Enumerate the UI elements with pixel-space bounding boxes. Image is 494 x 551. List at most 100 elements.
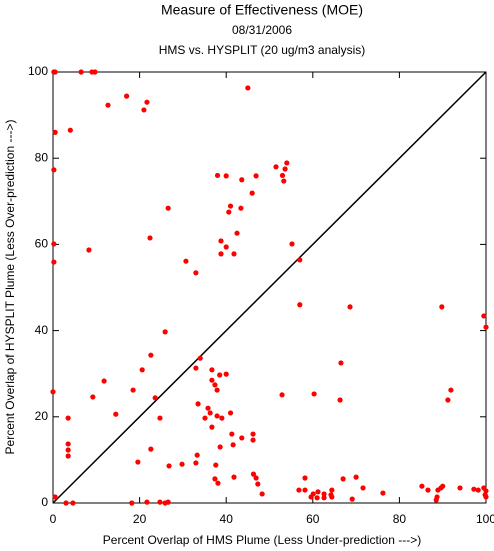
point bbox=[157, 415, 163, 421]
point bbox=[148, 446, 154, 452]
x-axis-label: Percent Overlap of HMS Plume (Less Under… bbox=[103, 533, 421, 547]
point bbox=[253, 475, 259, 481]
point bbox=[65, 447, 71, 453]
y-tick-label: 20 bbox=[35, 409, 49, 423]
point bbox=[315, 489, 321, 495]
point bbox=[129, 500, 135, 506]
point bbox=[101, 378, 107, 384]
point bbox=[483, 494, 489, 500]
point bbox=[214, 172, 221, 179]
point bbox=[214, 413, 220, 419]
point bbox=[425, 487, 431, 493]
point bbox=[165, 205, 171, 211]
point bbox=[457, 485, 463, 491]
point bbox=[259, 491, 265, 497]
point bbox=[239, 435, 245, 441]
chart-title: Measure of Effectiveness (MOE) bbox=[161, 2, 363, 18]
point bbox=[353, 474, 359, 480]
point bbox=[65, 415, 71, 421]
point bbox=[231, 474, 237, 480]
y-tick-label: 40 bbox=[35, 323, 49, 337]
point bbox=[218, 251, 224, 257]
point bbox=[86, 247, 92, 253]
point bbox=[255, 481, 261, 487]
point bbox=[234, 230, 240, 236]
point bbox=[147, 235, 153, 241]
point bbox=[130, 387, 136, 393]
point bbox=[284, 160, 290, 166]
point bbox=[337, 397, 343, 403]
point bbox=[321, 491, 327, 497]
point bbox=[321, 495, 327, 501]
point bbox=[239, 177, 245, 183]
point bbox=[302, 487, 308, 493]
point bbox=[205, 405, 211, 411]
point bbox=[67, 127, 73, 133]
point bbox=[195, 401, 201, 407]
point bbox=[273, 164, 279, 170]
point bbox=[214, 387, 220, 393]
point bbox=[63, 500, 69, 506]
point bbox=[227, 203, 234, 209]
x-tick-label: 80 bbox=[393, 512, 407, 526]
point bbox=[92, 69, 98, 75]
point bbox=[308, 494, 314, 500]
point bbox=[483, 324, 489, 330]
point bbox=[166, 463, 172, 469]
point bbox=[52, 494, 58, 500]
point bbox=[157, 499, 163, 505]
point bbox=[70, 500, 76, 506]
point bbox=[250, 431, 256, 437]
point bbox=[223, 173, 229, 179]
point bbox=[338, 360, 344, 366]
point bbox=[282, 166, 288, 172]
point bbox=[135, 459, 141, 465]
x-tick-label: 40 bbox=[220, 512, 234, 526]
y-tick-label: 100 bbox=[28, 64, 48, 78]
point bbox=[250, 471, 257, 477]
point bbox=[148, 352, 154, 358]
point bbox=[231, 251, 237, 257]
point bbox=[209, 377, 215, 383]
y-axis-label: Percent Overlap of HYSPLIT Plume (Less O… bbox=[3, 120, 17, 455]
point bbox=[179, 461, 185, 467]
point bbox=[227, 410, 234, 416]
point bbox=[78, 69, 84, 75]
point bbox=[207, 410, 213, 416]
chart-subtitle: HMS vs. HYSPLIT (20 ug/m3 analysis) bbox=[159, 43, 366, 57]
point bbox=[202, 415, 208, 421]
point bbox=[65, 441, 71, 447]
point bbox=[471, 486, 477, 492]
point bbox=[52, 129, 58, 135]
point bbox=[245, 85, 251, 91]
point bbox=[433, 497, 439, 503]
point bbox=[65, 453, 71, 459]
point bbox=[217, 444, 223, 450]
point bbox=[162, 329, 168, 335]
point bbox=[347, 304, 353, 310]
point bbox=[238, 205, 244, 211]
point bbox=[105, 102, 111, 108]
point bbox=[349, 496, 355, 502]
point bbox=[193, 460, 199, 466]
point bbox=[215, 480, 221, 486]
point bbox=[50, 389, 56, 395]
point bbox=[281, 178, 287, 184]
point bbox=[124, 93, 130, 99]
point bbox=[360, 485, 366, 491]
point bbox=[209, 424, 215, 430]
point bbox=[439, 304, 445, 310]
point bbox=[445, 397, 451, 403]
point bbox=[193, 270, 199, 276]
point bbox=[481, 313, 487, 319]
point bbox=[250, 437, 256, 443]
point bbox=[296, 487, 302, 493]
x-tick-label: 100 bbox=[476, 512, 494, 526]
point bbox=[223, 371, 229, 377]
point bbox=[218, 238, 224, 244]
point bbox=[213, 462, 219, 468]
plot-frame bbox=[52, 71, 487, 504]
point bbox=[380, 490, 386, 496]
point bbox=[51, 167, 57, 173]
